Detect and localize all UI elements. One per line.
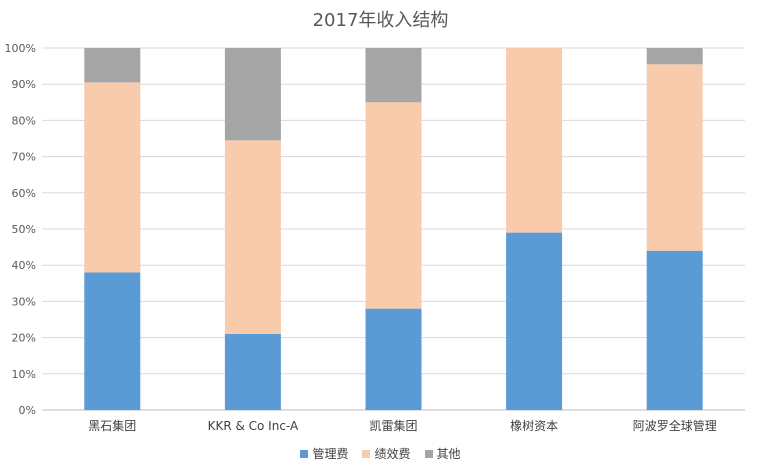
- y-tick-label: 90%: [12, 78, 36, 91]
- legend-label: 绩效费: [374, 447, 411, 461]
- legend-entry: 绩效费: [362, 445, 411, 462]
- y-tick-label: 80%: [12, 114, 36, 127]
- legend-swatch: [362, 449, 371, 458]
- x-tick-label: 阿波罗全球管理: [633, 418, 717, 433]
- y-tick-label: 40%: [12, 259, 36, 272]
- x-tick-label: 橡树资本: [510, 418, 558, 433]
- bar-segment: [84, 272, 141, 410]
- legend-swatch: [300, 449, 309, 458]
- x-tick-label: 凯雷集团: [369, 418, 417, 433]
- y-axis-labels: 0% 10% 20% 30% 40% 50% 60% 70% 80% 90% 100%: [5, 42, 36, 417]
- y-tick-label: 70%: [12, 151, 36, 164]
- bar-segment: [84, 48, 141, 83]
- bar-segment: [224, 333, 281, 410]
- bar-segment: [646, 250, 703, 410]
- legend-entry: 管理费: [300, 445, 348, 462]
- bar-segment: [224, 140, 281, 334]
- bar-segment: [84, 82, 141, 273]
- chart-title: 2017年收入结构: [312, 10, 449, 31]
- legend: 管理费 绩效费 其他: [0, 445, 761, 462]
- x-tick-label: 黑石集团: [88, 418, 136, 433]
- bar-segment: [506, 232, 563, 410]
- legend-entry: 其他: [424, 445, 461, 462]
- bars: [84, 48, 703, 410]
- legend-label: 其他: [436, 447, 461, 461]
- x-tick-label: KKR & Co Inc-A: [208, 419, 299, 433]
- bar-segment: [224, 48, 281, 141]
- y-tick-label: 60%: [12, 187, 36, 200]
- y-tick-label: 10%: [12, 368, 36, 381]
- y-tick-label: 100%: [5, 42, 36, 55]
- bar-segment: [365, 48, 422, 103]
- bar-segment: [646, 64, 703, 251]
- legend-label: 管理费: [312, 447, 349, 461]
- y-tick-label: 50%: [12, 223, 36, 236]
- bar-segment: [365, 102, 422, 309]
- bar-segment: [365, 308, 422, 410]
- x-axis-labels: 黑石集团 KKR & Co Inc-A 凯雷集团 橡树资本 阿波罗全球管理: [88, 418, 716, 433]
- y-tick-label: 20%: [12, 332, 36, 345]
- stacked-bar-chart: 0% 10% 20% 30% 40% 50% 60% 70% 80% 90% 100% 黑石集团 KK…: [5, 42, 745, 433]
- y-tick-label: 0%: [19, 404, 36, 417]
- bar-segment: [506, 48, 563, 233]
- y-tick-label: 30%: [12, 295, 36, 308]
- bar-segment: [646, 48, 703, 65]
- legend-swatch: [424, 449, 433, 458]
